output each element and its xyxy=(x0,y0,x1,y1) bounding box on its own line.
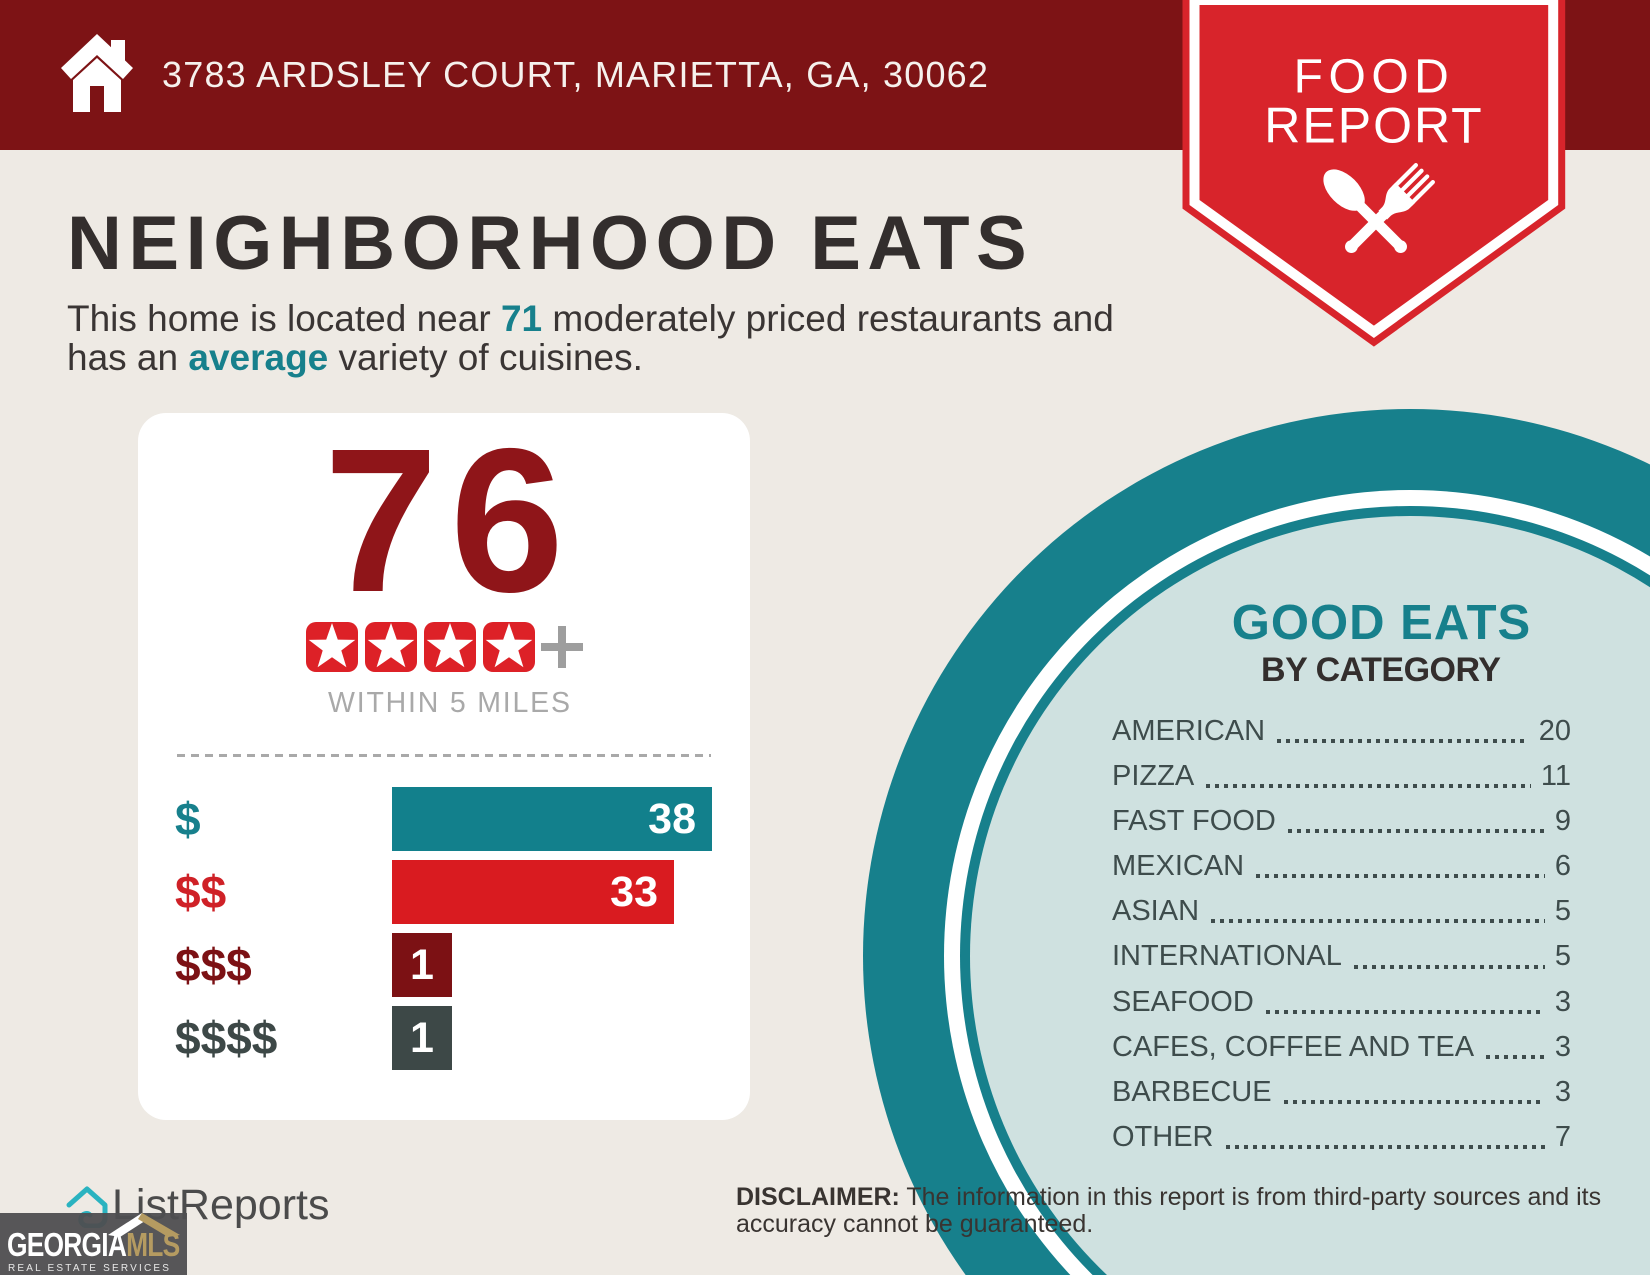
svg-text:REPORT: REPORT xyxy=(1264,98,1483,154)
svg-text:FOOD: FOOD xyxy=(1294,51,1455,104)
